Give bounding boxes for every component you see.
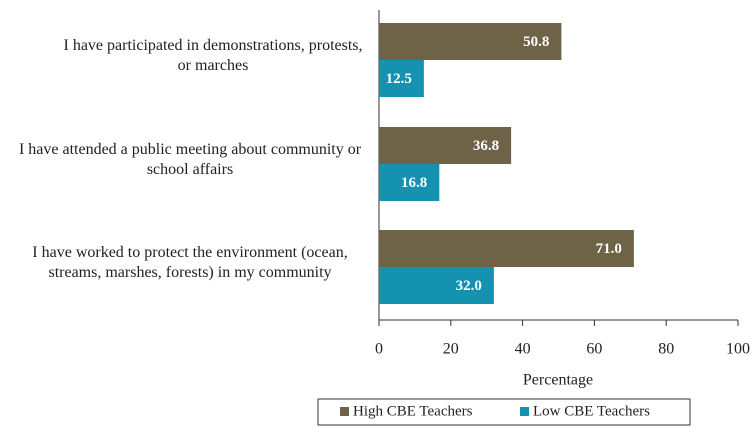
x-tick-label: 20 — [443, 341, 459, 358]
legend-box — [317, 398, 691, 426]
x-tick-label: 100 — [726, 341, 750, 358]
bar — [379, 164, 440, 201]
legend-swatch — [340, 407, 349, 416]
value-label: 36.8 — [473, 138, 499, 154]
category-label: I have participated in demonstrations, p… — [63, 37, 363, 74]
x-tick-label: 0 — [375, 341, 383, 358]
value-label: 71.0 — [596, 241, 622, 257]
legend-label: Low CBE Teachers — [533, 403, 650, 419]
value-label: 16.8 — [401, 175, 427, 191]
legend-swatch — [520, 407, 529, 416]
value-label: 12.5 — [386, 71, 412, 87]
x-tick-label: 80 — [658, 341, 674, 358]
bar — [379, 127, 512, 164]
legend-label: High CBE Teachers — [353, 403, 473, 419]
x-tick-label: 40 — [515, 341, 531, 358]
value-label: 32.0 — [456, 278, 482, 294]
x-tick-label: 60 — [586, 341, 602, 358]
bar — [379, 60, 424, 97]
value-label: 50.8 — [523, 34, 549, 50]
bar — [379, 267, 494, 304]
category-label: I have attended a public meeting about c… — [18, 141, 362, 178]
bar — [379, 230, 634, 267]
x-axis-label: Percentage — [523, 372, 593, 389]
category-label: I have worked to protect the environment… — [32, 244, 348, 281]
bar — [379, 23, 562, 60]
